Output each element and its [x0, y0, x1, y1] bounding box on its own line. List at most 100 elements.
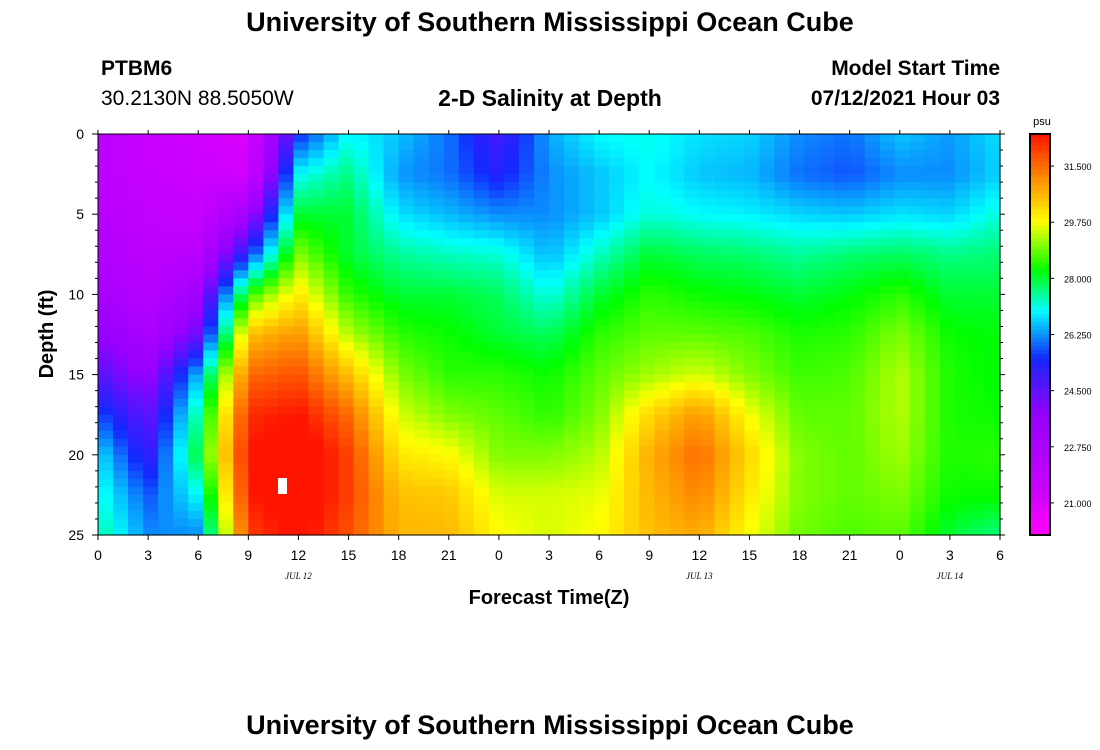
- heatmap-cell: [383, 302, 400, 312]
- heatmap-cell: [338, 214, 355, 223]
- heatmap-cell: [323, 446, 340, 456]
- heatmap-cell: [729, 526, 746, 536]
- heatmap-cell: [428, 134, 445, 143]
- heatmap-cell: [669, 350, 685, 360]
- heatmap-cell: [849, 174, 866, 183]
- heatmap-cell: [939, 230, 956, 239]
- heatmap-cell: [819, 158, 836, 167]
- heatmap-cell: [113, 254, 129, 263]
- heatmap-cell: [879, 142, 896, 151]
- heatmap-cell: [564, 302, 580, 312]
- heatmap-cell: [954, 446, 971, 456]
- heatmap-cell: [879, 462, 896, 472]
- heatmap-cell: [473, 142, 490, 151]
- heatmap-cell: [954, 350, 971, 360]
- heatmap-cell: [939, 390, 956, 400]
- heatmap-cell: [834, 238, 851, 247]
- heatmap-cell: [879, 174, 896, 183]
- heatmap-cell: [233, 294, 249, 304]
- heatmap-cell: [353, 174, 370, 183]
- heatmap-cell: [714, 246, 730, 255]
- heatmap-cell: [939, 366, 956, 376]
- heatmap-cell: [834, 158, 851, 167]
- heatmap-cell: [969, 358, 986, 368]
- heatmap-cell: [894, 214, 911, 223]
- heatmap-cell: [518, 350, 535, 360]
- heatmap-cell: [173, 206, 189, 215]
- heatmap-cell: [924, 494, 941, 504]
- heatmap-cell: [969, 166, 986, 175]
- heatmap-cell: [804, 510, 821, 520]
- heatmap-cell: [909, 246, 926, 255]
- heatmap-cell: [158, 206, 174, 215]
- heatmap-cell: [909, 278, 926, 287]
- heatmap-cell: [353, 478, 370, 488]
- heatmap-cell: [684, 406, 700, 416]
- heatmap-cell: [188, 486, 204, 496]
- heatmap-cell: [383, 238, 400, 247]
- heatmap-cell: [473, 190, 490, 199]
- heatmap-cell: [804, 166, 821, 175]
- heatmap-cell: [954, 214, 971, 223]
- colorbar-swatch: [1030, 294, 1050, 300]
- heatmap-cell: [729, 214, 746, 223]
- heatmap-cell: [98, 174, 114, 183]
- heatmap-cell: [413, 334, 430, 344]
- heatmap-cell: [774, 174, 791, 183]
- heatmap-cell: [639, 326, 655, 336]
- heatmap-cell: [909, 174, 926, 183]
- heatmap-cell: [984, 326, 1001, 336]
- heatmap-cell: [368, 366, 385, 376]
- heatmap-cell: [233, 398, 249, 408]
- heatmap-cell: [473, 158, 490, 167]
- heatmap-cell: [398, 254, 415, 263]
- heatmap-cell: [188, 230, 204, 239]
- heatmap-cell: [759, 406, 776, 416]
- heatmap-cell: [308, 470, 325, 480]
- heatmap-cell: [744, 294, 761, 304]
- heatmap-cell: [969, 510, 986, 520]
- heatmap-cell: [113, 518, 129, 528]
- heatmap-cell: [669, 398, 685, 408]
- heatmap-cell: [984, 502, 1001, 512]
- heatmap-cell: [759, 222, 776, 231]
- heatmap-cell: [383, 254, 400, 263]
- heatmap-cell: [864, 518, 881, 528]
- heatmap-cell: [654, 166, 670, 175]
- heatmap-cell: [564, 206, 580, 215]
- heatmap-cell: [263, 502, 279, 512]
- heatmap-cell: [714, 398, 730, 408]
- heatmap-cell: [954, 358, 971, 368]
- heatmap-cell: [924, 398, 941, 408]
- heatmap-cell: [924, 366, 941, 376]
- heatmap-cell: [579, 510, 595, 520]
- heatmap-cell: [669, 454, 685, 464]
- heatmap-cell: [804, 326, 821, 336]
- heatmap-cell: [113, 222, 129, 231]
- heatmap-cell: [729, 366, 746, 376]
- heatmap-cell: [669, 142, 685, 151]
- heatmap-cell: [128, 390, 144, 400]
- heatmap-cell: [203, 238, 219, 247]
- heatmap-cell: [383, 310, 400, 320]
- heatmap-cell: [954, 414, 971, 424]
- heatmap-cell: [398, 238, 415, 247]
- heatmap-cell: [639, 422, 655, 432]
- heatmap-cell: [669, 294, 685, 304]
- colorbar-swatch: [1030, 290, 1050, 295]
- heatmap-cell: [413, 422, 430, 432]
- heatmap-cell: [684, 262, 700, 271]
- x-tick-label: 0: [94, 547, 102, 563]
- heatmap-cell: [233, 134, 249, 143]
- heatmap-cell: [669, 134, 685, 143]
- heatmap-cell: [609, 222, 625, 231]
- heatmap-cell: [654, 206, 670, 215]
- heatmap-cell: [609, 526, 625, 536]
- heatmap-cell: [158, 190, 174, 199]
- heatmap-cell: [954, 406, 971, 416]
- heatmap-cell: [143, 382, 159, 392]
- heatmap-cell: [864, 366, 881, 376]
- heatmap-cell: [804, 270, 821, 279]
- heatmap-cell: [564, 422, 580, 432]
